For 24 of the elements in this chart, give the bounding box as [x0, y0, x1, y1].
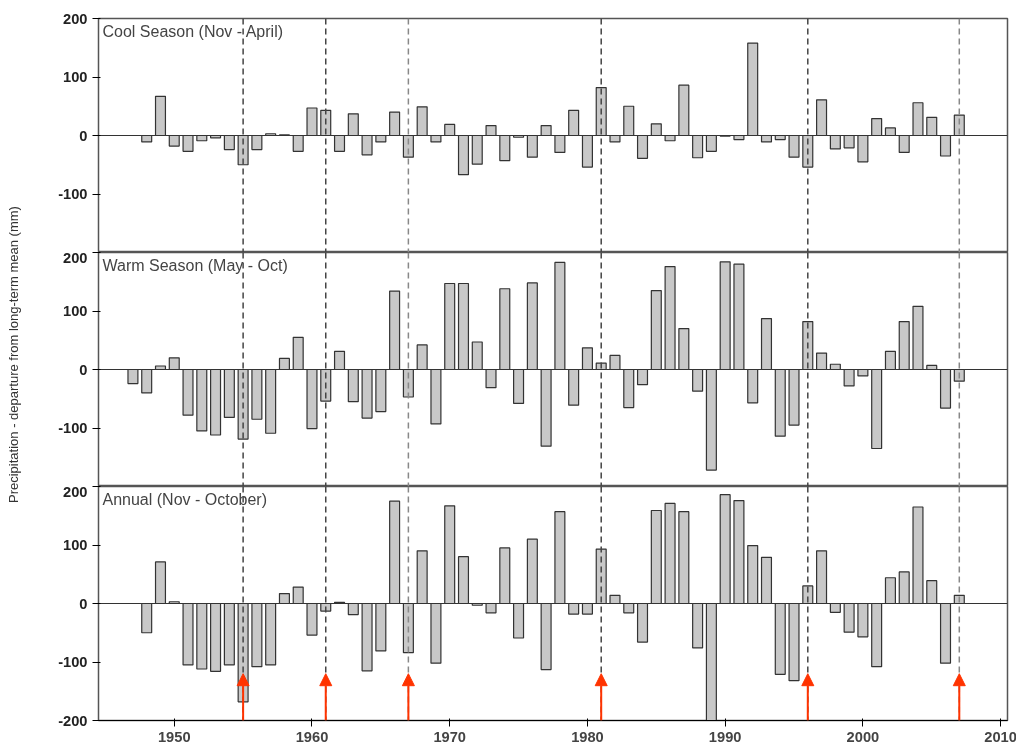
y-tick-label: -100 [58, 654, 88, 670]
y-tick-label: -100 [58, 420, 88, 436]
y-tick-label: 100 [63, 303, 88, 319]
x-tick-label: 2000 [846, 728, 880, 745]
y-tick-label: 200 [63, 10, 88, 27]
x-tick-label: 1970 [433, 728, 467, 745]
chart-title: Annual (Nov - October) [102, 490, 268, 508]
y-tick-label: -100 [58, 186, 88, 202]
chart-title: Cool Season (Nov - April) [102, 22, 284, 40]
y-tick-label: 200 [63, 249, 88, 266]
y-tick-label: 100 [63, 69, 88, 85]
x-tick-label: 1990 [708, 728, 742, 745]
chart-title: Warm Season (May - Oct) [102, 256, 288, 274]
y-axis-title: Precipitation - departure from long-term mean (mm) [5, 205, 22, 506]
y-tick-label: 0 [79, 361, 88, 378]
x-tick-label: 1950 [157, 728, 191, 745]
x-tick-label: 1960 [295, 728, 329, 745]
y-tick-label: 0 [79, 595, 88, 612]
x-tick-label: 1980 [571, 728, 604, 745]
y-tick-label: 100 [63, 537, 88, 553]
y-tick-label: 200 [63, 483, 88, 500]
x-tick-label: 2010 [984, 728, 1016, 745]
y-tick-label: 0 [79, 127, 88, 144]
y-tick-label: -200 [58, 712, 88, 729]
